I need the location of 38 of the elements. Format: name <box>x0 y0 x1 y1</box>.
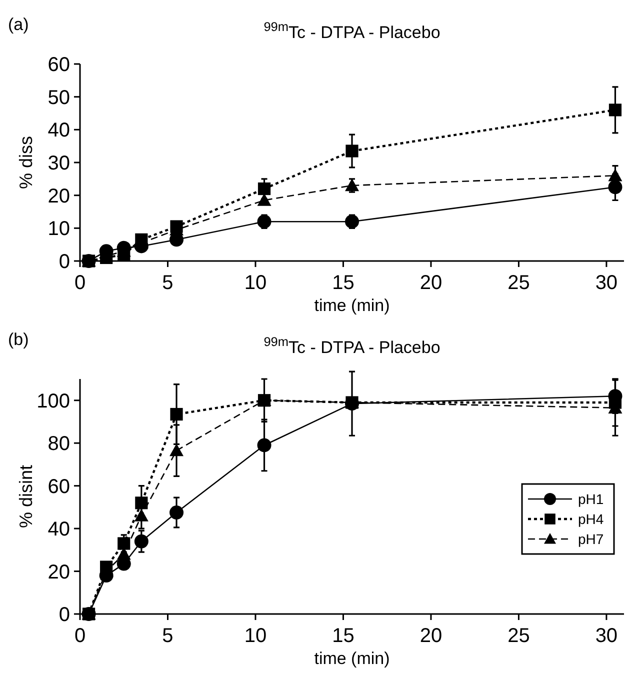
y-tick-label: 80 <box>48 433 70 456</box>
y-axis-title: % diss <box>16 136 36 190</box>
x-tick-label: 30 <box>595 272 618 294</box>
x-tick-label: 25 <box>508 625 530 647</box>
x-tick-label: 5 <box>162 272 174 294</box>
x-tick-label: 30 <box>595 625 618 647</box>
x-tick-label: 10 <box>244 272 267 294</box>
y-tick-label: 0 <box>58 251 70 273</box>
x-axis-title: time (min) <box>314 296 390 315</box>
chart-title: $^{99m}$Tc - DTPA - Placebo <box>264 18 440 42</box>
y-tick-label: 100 <box>36 390 70 412</box>
legend-label: pH1 <box>578 491 604 507</box>
x-tick-label: 25 <box>508 272 530 294</box>
chart-title: $^{99m}$Tc - DTPA - Placebo <box>264 334 440 357</box>
x-tick-label: 20 <box>420 272 442 294</box>
y-tick-label: 60 <box>48 54 70 76</box>
legend-label: pH4 <box>578 511 604 527</box>
y-tick-label: 40 <box>48 518 70 541</box>
y-tick-label: 40 <box>48 120 70 142</box>
y-tick-label: 30 <box>48 152 70 174</box>
x-tick-label: 15 <box>332 272 354 294</box>
x-tick-label: 10 <box>244 625 267 647</box>
x-tick-label: 5 <box>162 625 174 647</box>
text: (b) <box>8 330 29 349</box>
y-tick-label: 20 <box>48 185 70 208</box>
y-axis-title: % disint <box>16 464 36 528</box>
y-tick-label: 10 <box>48 218 70 240</box>
y-tick-label: 20 <box>48 561 70 584</box>
y-tick-label: 50 <box>48 86 70 109</box>
x-axis-title: time (min) <box>314 649 390 668</box>
x-tick-label: 0 <box>74 272 86 294</box>
legend-label: pH7 <box>578 531 604 547</box>
y-tick-label: 0 <box>58 604 70 626</box>
text: (a) <box>8 15 29 34</box>
x-tick-label: 20 <box>420 625 442 647</box>
x-tick-label: 0 <box>74 625 86 647</box>
x-tick-label: 15 <box>332 625 354 647</box>
y-tick-label: 60 <box>48 476 70 498</box>
